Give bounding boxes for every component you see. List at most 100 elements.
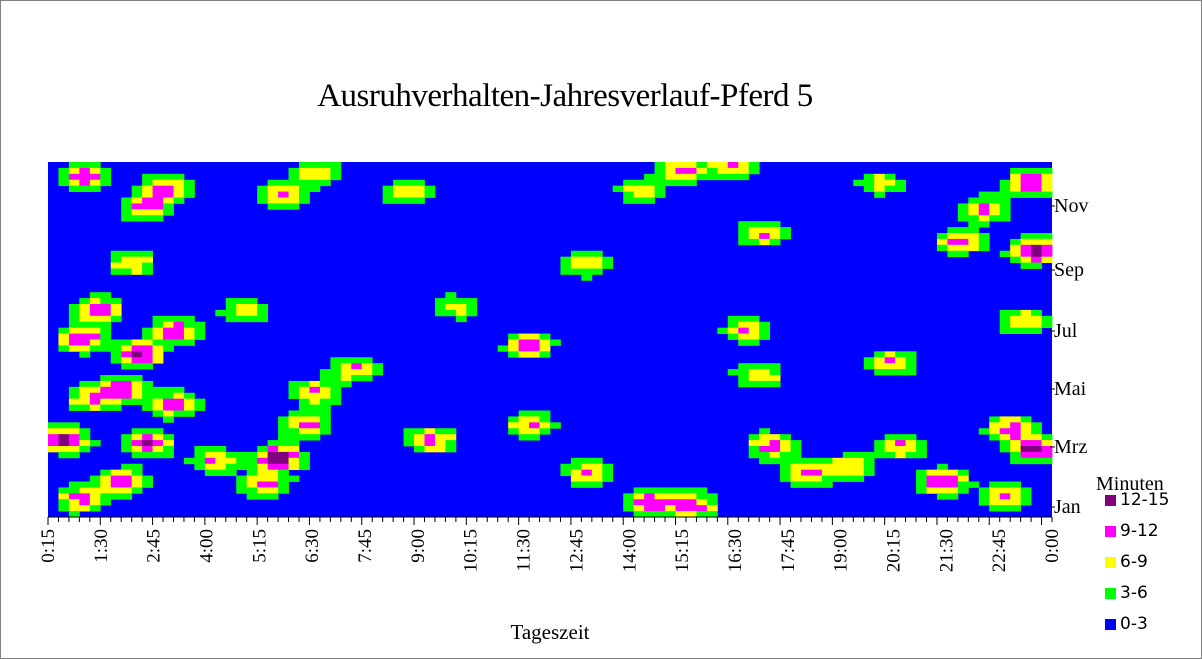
- heatmap-cell: [936, 481, 948, 488]
- heatmap-cell: [445, 428, 457, 435]
- heatmap-cell: [895, 446, 906, 453]
- heatmap-cell: [1010, 422, 1022, 429]
- heatmap-cell: [999, 309, 1011, 317]
- heatmap-cell: [319, 173, 331, 181]
- heatmap-cell: [748, 238, 760, 246]
- heatmap-cell: [278, 487, 289, 494]
- heatmap-cell: [330, 369, 342, 376]
- heatmap-cell: [131, 398, 143, 405]
- heatmap-cell: [434, 446, 446, 453]
- heatmap-cell: [110, 250, 122, 258]
- heatmap-cell: [68, 339, 80, 346]
- heatmap-cell: [163, 416, 174, 423]
- heatmap-cell: [738, 227, 750, 234]
- heatmap-cell: [999, 487, 1011, 494]
- heatmap-cell: [780, 451, 791, 459]
- heatmap-cell: [633, 487, 645, 494]
- heatmap-cell: [738, 238, 750, 246]
- heatmap-cell: [131, 262, 143, 269]
- heatmap-cell: [183, 392, 195, 400]
- legend-swatch: [1105, 494, 1116, 506]
- heatmap-cell: [68, 404, 80, 411]
- heatmap-cell: [68, 345, 80, 352]
- heatmap-cell: [58, 422, 70, 429]
- heatmap-cell: [121, 357, 133, 364]
- heatmap-cell: [299, 404, 310, 411]
- heatmap-cell: [309, 173, 321, 181]
- heatmap-cell: [225, 304, 237, 311]
- heatmap-cell: [163, 440, 174, 447]
- heatmap-cell: [665, 173, 676, 181]
- heatmap-cell: [790, 440, 802, 447]
- heatmap-cell: [591, 475, 603, 482]
- y-tick-label: Mrz: [1054, 436, 1088, 458]
- heatmap-cell: [309, 410, 321, 417]
- heatmap-cell: [121, 215, 133, 222]
- heatmap-cell: [246, 298, 258, 305]
- heatmap-cell: [79, 304, 91, 311]
- heatmap-cell: [152, 215, 164, 222]
- heatmap-cell: [738, 380, 750, 388]
- heatmap-cell: [79, 339, 91, 346]
- heatmap-cell: [309, 422, 321, 429]
- heatmap-cell: [508, 416, 520, 423]
- heatmap-cell: [1031, 440, 1042, 447]
- heatmap-cell: [947, 487, 959, 494]
- heatmap-cell: [257, 451, 269, 459]
- heatmap-cell: [811, 481, 823, 488]
- heatmap-cell: [1031, 309, 1042, 317]
- heatmap-cell: [173, 197, 185, 204]
- heatmap-cell: [89, 173, 101, 181]
- heatmap-cell: [989, 203, 1001, 210]
- heatmap-cell: [821, 469, 833, 476]
- heatmap-cell: [89, 304, 101, 311]
- heatmap-cell: [968, 197, 980, 204]
- heatmap-cell: [173, 392, 185, 400]
- heatmap-cell: [916, 475, 927, 482]
- heatmap-cell: [215, 457, 227, 465]
- heatmap-cell: [58, 428, 70, 435]
- heatmap-cell: [183, 179, 195, 187]
- heatmap-cell: [372, 363, 384, 370]
- heatmap-cell: [68, 511, 80, 518]
- heatmap-cell: [445, 292, 457, 299]
- heatmap-cell: [780, 463, 791, 471]
- heatmap-cell: [68, 392, 80, 400]
- heatmap-cell: [665, 493, 676, 500]
- heatmap-cell: [769, 238, 781, 246]
- heatmap-cell: [696, 167, 708, 175]
- heatmap-cell: [163, 434, 174, 441]
- heatmap-cell: [79, 440, 91, 447]
- heatmap-cell: [299, 191, 310, 198]
- heatmap-cell: [361, 375, 373, 382]
- heatmap-cell: [1041, 233, 1053, 240]
- heatmap-cell: [142, 357, 153, 364]
- heatmap-cell: [121, 351, 133, 358]
- heatmap-cell: [654, 493, 666, 500]
- heatmap-cell: [895, 351, 906, 358]
- heatmap-cell: [100, 309, 112, 317]
- heatmap-cell: [110, 357, 122, 364]
- heatmap-cell: [968, 221, 980, 228]
- heatmap-cell: [602, 256, 614, 263]
- heatmap-cell: [278, 440, 289, 447]
- heatmap-cell: [696, 505, 708, 512]
- heatmap-cell: [257, 309, 269, 317]
- heatmap-cell: [340, 375, 352, 382]
- heatmap-cell: [100, 493, 112, 500]
- heatmap-cell: [591, 469, 603, 476]
- heatmap-cell: [110, 469, 122, 476]
- heatmap-cell: [393, 191, 404, 198]
- heatmap-cell: [309, 162, 321, 169]
- heatmap-cell: [89, 333, 101, 340]
- heatmap-cell: [780, 233, 791, 240]
- heatmap-cell: [916, 487, 927, 494]
- heatmap-cell: [518, 422, 530, 429]
- heatmap-cell: [246, 475, 258, 482]
- heatmap-cell: [727, 333, 739, 340]
- heatmap-cell: [131, 191, 143, 198]
- heatmap-cell: [780, 446, 791, 453]
- heatmap-cell: [581, 256, 593, 263]
- heatmap-cell: [163, 191, 174, 198]
- heatmap-cell: [100, 487, 112, 494]
